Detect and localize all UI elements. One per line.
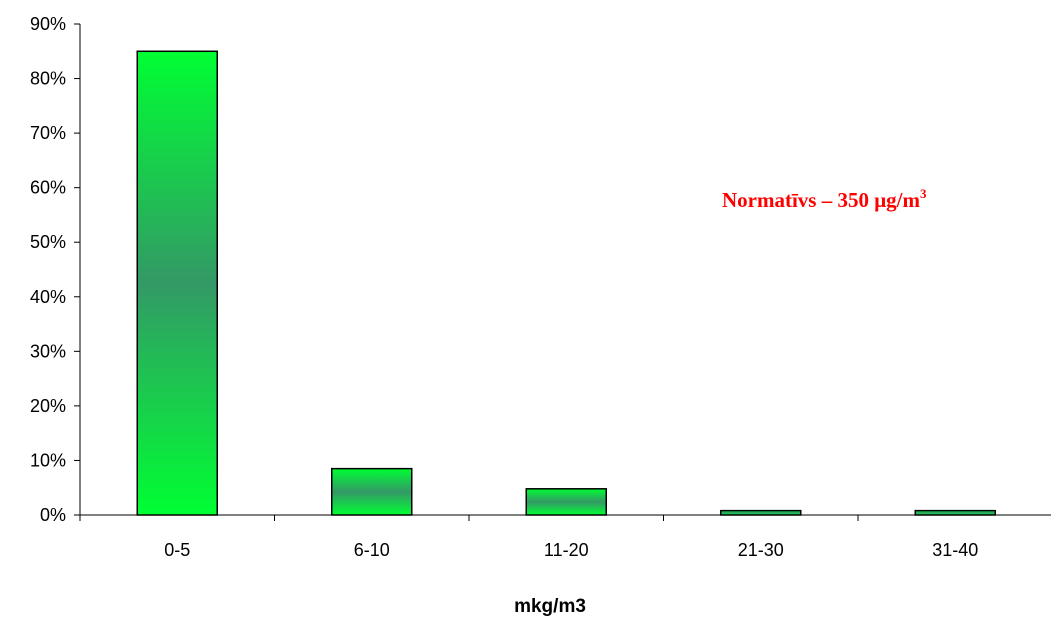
bar-6-10 [331,467,413,516]
x-tick-label: 31-40 [932,540,978,560]
y-tick-label: 0% [40,505,66,525]
y-tick-label: 30% [30,341,66,361]
y-tick-label: 20% [30,396,66,416]
y-tick-label: 60% [30,178,66,198]
y-tick-label: 90% [30,14,66,34]
annotation-superscript: 3 [920,186,927,201]
normative-annotation: Normatīvs – 350 μg/m3 [722,186,927,212]
y-tick-label: 50% [30,232,66,252]
bars [136,50,996,516]
x-axis-title: mkg/m3 [514,596,586,617]
x-tick-label: 11-20 [544,540,589,560]
x-axis: 0-5 6-10 11-20 21-30 31-40 [79,514,1051,560]
y-tick-label: 70% [30,123,66,143]
bar-11-20 [525,488,607,516]
bar-0-5 [136,50,218,516]
y-tick-label: 40% [30,287,66,307]
x-tick-label: 0-5 [164,540,190,560]
y-axis: 0% 10% 20% 30% 40% 50% 60% 70% 80% 90% [30,14,81,525]
y-tick-label: 80% [30,69,66,89]
bar-31-40 [914,509,996,516]
x-tick-label: 21-30 [738,540,784,560]
bar-21-30 [720,509,802,516]
annotation-main-text: Normatīvs – 350 μg/m [722,188,920,212]
x-tick-label: 6-10 [354,540,390,560]
y-tick-label: 10% [30,450,66,470]
